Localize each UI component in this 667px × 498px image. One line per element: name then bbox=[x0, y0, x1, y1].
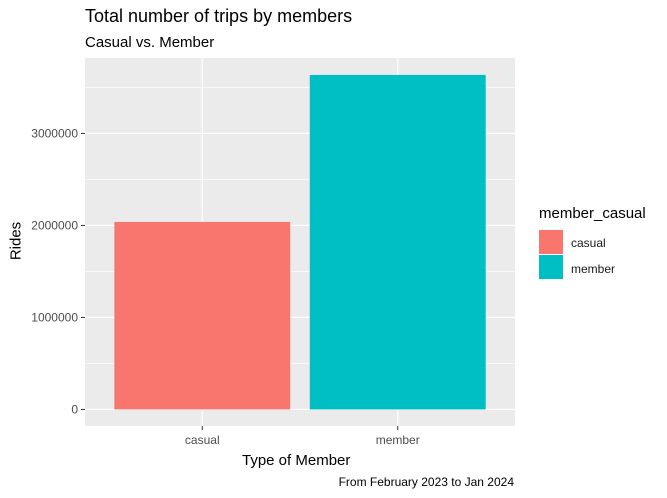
y-tick-label: 2000000 bbox=[31, 218, 78, 232]
bars bbox=[114, 74, 486, 410]
chart-title: Total number of trips by members bbox=[85, 6, 353, 26]
legend-key-casual bbox=[539, 230, 563, 254]
chart-subtitle: Casual vs. Member bbox=[85, 34, 215, 51]
x-tick-label: member bbox=[376, 433, 420, 447]
axis-ticks: 0 1000000 2000000 3000000 casual member bbox=[31, 126, 419, 447]
y-axis-label: Rides bbox=[7, 221, 25, 261]
y-tick-label: 1000000 bbox=[31, 310, 78, 324]
y-tick-label: 3000000 bbox=[31, 126, 78, 140]
legend-key-member bbox=[539, 255, 563, 279]
legend-label-member: member bbox=[571, 262, 616, 276]
bar-member bbox=[309, 74, 486, 410]
legend-label-casual: casual bbox=[571, 236, 606, 250]
chart-caption: From February 2023 to Jan 2024 bbox=[338, 475, 514, 489]
legend-title: member_casual bbox=[539, 205, 646, 222]
bar-casual bbox=[114, 221, 291, 410]
x-tick-label: casual bbox=[185, 433, 220, 447]
y-tick-label: 0 bbox=[71, 402, 78, 416]
x-axis-label: Type of Member bbox=[242, 452, 351, 469]
